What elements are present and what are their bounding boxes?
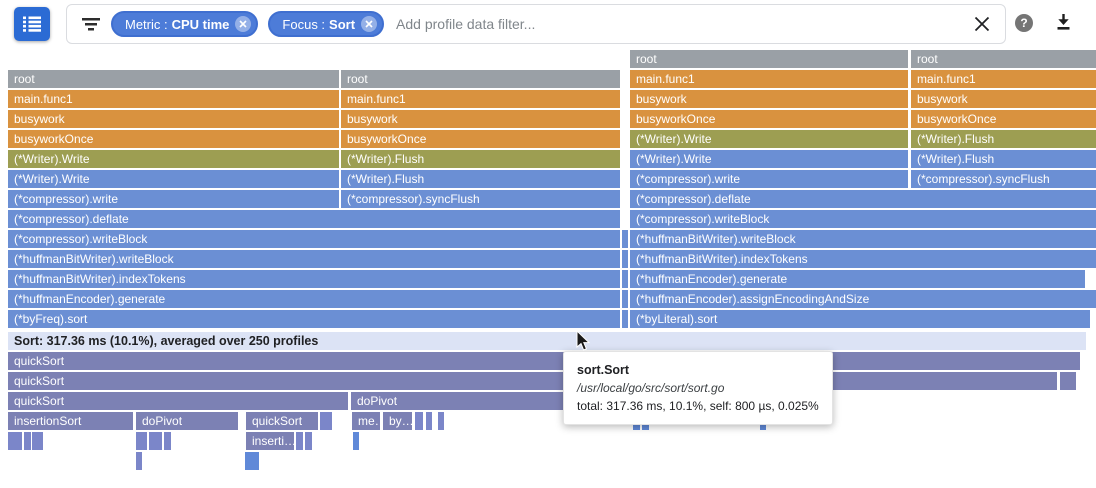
flame-bar[interactable]: by… (383, 412, 412, 430)
flame-bar-sliver[interactable] (164, 432, 171, 450)
clear-filters-icon[interactable] (973, 15, 991, 33)
flame-bar[interactable]: insertionSort (8, 412, 133, 430)
flame-bar-sliver[interactable] (249, 452, 255, 470)
tooltip-function-name: sort.Sort (577, 363, 630, 377)
tooltip-stats: total: 317.36 ms, 10.1%, self: 800 µs, 0… (577, 399, 819, 413)
filter-chip-focus[interactable]: Focus : Sort (268, 11, 385, 37)
chip-close-icon[interactable] (235, 16, 252, 32)
chip-value: Sort (329, 16, 356, 32)
sort-summary-banner[interactable]: Sort: 317.36 ms (10.1%), averaged over 2… (8, 332, 1086, 350)
flame-bar[interactable]: quickSort (8, 372, 1057, 390)
flame-bar[interactable]: (*Writer).Flush (911, 150, 1096, 168)
chip-close-icon[interactable] (361, 16, 378, 32)
chip-value: CPU time (171, 16, 230, 32)
flame-bar[interactable]: main.func1 (911, 70, 1096, 88)
flame-bar[interactable]: (*huffmanBitWriter).indexTokens (8, 270, 620, 288)
flame-bar-sliver[interactable] (622, 270, 628, 288)
flame-bar[interactable]: (*Writer).Flush (341, 150, 620, 168)
flame-bar-sliver[interactable] (136, 432, 147, 450)
filter-input[interactable] (394, 15, 963, 33)
flame-bar[interactable]: (*Writer).Write (8, 150, 339, 168)
flame-bar-sliver[interactable] (622, 250, 628, 268)
flame-bar[interactable]: (*compressor).syncFlush (911, 170, 1096, 188)
flame-bar[interactable]: (*huffmanEncoder).assignEncodingAndSize (630, 290, 1096, 308)
flame-bar[interactable]: (*Writer).Flush (911, 130, 1096, 148)
flame-bar-sliver[interactable] (32, 432, 38, 450)
flame-bar[interactable]: (*byFreq).sort (8, 310, 620, 328)
flame-bar[interactable]: (*compressor).write (630, 170, 908, 188)
flame-bar-sliver[interactable] (296, 432, 303, 450)
flame-bar[interactable]: busywork (630, 90, 908, 108)
flame-bar[interactable]: busyworkOnce (8, 130, 339, 148)
flame-bar-sliver[interactable] (438, 412, 444, 430)
flame-bar[interactable]: busyworkOnce (341, 130, 620, 148)
flame-bar[interactable]: busyworkOnce (911, 110, 1096, 128)
flame-bar[interactable]: me… (352, 412, 380, 430)
flame-bar-sliver[interactable] (622, 230, 628, 248)
filter-bar: Metric : CPU time Focus : Sort (66, 4, 1006, 44)
flame-bar-sliver[interactable] (149, 432, 162, 450)
flame-bar-sliver[interactable] (305, 432, 312, 450)
flame-bar[interactable]: main.func1 (630, 70, 908, 88)
flame-bar-sliver[interactable] (136, 452, 142, 470)
flame-bar[interactable]: root (911, 50, 1096, 68)
flame-bar[interactable]: (*compressor).deflate (8, 210, 620, 228)
flame-bar[interactable]: (*byLiteral).sort (630, 310, 1090, 328)
svg-text:?: ? (1020, 16, 1027, 30)
filter-chip-metric[interactable]: Metric : CPU time (111, 11, 259, 37)
flame-bar-sliver[interactable] (326, 412, 332, 430)
flame-bar[interactable]: quickSort (8, 352, 1080, 370)
flame-bar[interactable]: main.func1 (341, 90, 620, 108)
chip-prefix: Metric : (125, 16, 168, 32)
flame-bar[interactable]: quickSort (246, 412, 318, 430)
mouse-cursor-icon (576, 331, 591, 351)
flame-bar[interactable]: (*huffmanBitWriter).writeBlock (630, 230, 1096, 248)
flame-bar[interactable]: busywork (341, 110, 620, 128)
flame-bar-sliver[interactable] (415, 412, 423, 430)
flame-bar[interactable]: (*huffmanBitWriter).indexTokens (630, 250, 1096, 268)
filter-list-icon (82, 17, 100, 30)
flame-bar-sliver[interactable] (320, 412, 326, 430)
flame-bar-sliver[interactable] (8, 432, 22, 450)
flame-bar[interactable]: doPivot (136, 412, 238, 430)
chip-prefix: Focus : (282, 16, 326, 32)
flame-bar[interactable]: (*compressor).syncFlush (341, 190, 620, 208)
flame-bar[interactable]: (*Writer).Write (630, 130, 908, 148)
flame-bar-sliver[interactable] (353, 432, 359, 450)
flame-bar[interactable]: (*compressor).write (8, 190, 339, 208)
flame-bar[interactable]: (*compressor).writeBlock (630, 210, 1096, 228)
flame-bar[interactable]: quickSort (8, 392, 348, 410)
flame-bar[interactable]: (*huffmanBitWriter).writeBlock (8, 250, 620, 268)
frame-tooltip: sort.Sort /usr/local/go/src/sort/sort.go… (563, 351, 833, 425)
flame-bar-sliver[interactable] (37, 432, 43, 450)
flame-bar-sliver[interactable] (622, 290, 628, 308)
flame-bar-sliver[interactable] (24, 432, 31, 450)
download-icon[interactable] (1054, 12, 1073, 31)
flame-bar[interactable]: busywork (8, 110, 339, 128)
flame-bar[interactable]: (*Writer).Write (630, 150, 908, 168)
flame-bar[interactable]: (*huffmanEncoder).generate (8, 290, 620, 308)
flame-bar[interactable]: busywork (911, 90, 1096, 108)
flame-bar[interactable]: inserti… (246, 432, 294, 450)
flame-bar[interactable]: root (630, 50, 908, 68)
help-icon[interactable]: ? (1014, 13, 1034, 33)
flame-bar[interactable]: (*Writer).Write (8, 170, 339, 188)
flame-bar[interactable]: busyworkOnce (630, 110, 908, 128)
flame-bar-sliver[interactable] (245, 452, 251, 470)
flame-bar[interactable]: root (8, 70, 339, 88)
flame-bar[interactable]: root (341, 70, 620, 88)
flame-bar-sliver[interactable] (622, 310, 628, 328)
flame-bar-sliver[interactable] (253, 452, 259, 470)
flame-bar[interactable]: (*compressor).writeBlock (8, 230, 620, 248)
flame-bar[interactable]: main.func1 (8, 90, 339, 108)
flame-bar[interactable]: (*Writer).Flush (341, 170, 620, 188)
tooltip-source-path: /usr/local/go/src/sort/sort.go (577, 381, 725, 395)
profile-list-button[interactable] (14, 7, 50, 41)
view-list-icon (23, 16, 41, 32)
flame-bar-sliver[interactable] (426, 412, 432, 430)
flame-bar[interactable]: (*compressor).deflate (630, 190, 1096, 208)
flame-bar[interactable]: (*huffmanEncoder).generate (630, 270, 1085, 288)
flame-bar-sliver[interactable] (1060, 372, 1076, 390)
